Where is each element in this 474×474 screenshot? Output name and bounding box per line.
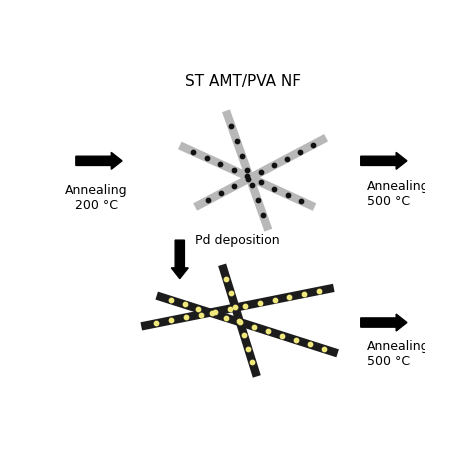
Point [211, 308, 219, 315]
Point [231, 303, 239, 310]
Point [309, 141, 317, 148]
FancyArrow shape [361, 314, 407, 331]
Point [228, 122, 235, 129]
Point [257, 179, 264, 186]
Point [256, 299, 264, 307]
FancyArrow shape [361, 152, 407, 169]
Point [167, 296, 174, 304]
Point [264, 328, 272, 335]
Point [152, 319, 160, 327]
Point [297, 197, 305, 205]
Point [197, 311, 204, 319]
Point [209, 310, 216, 317]
FancyArrow shape [171, 240, 188, 279]
Point [285, 293, 293, 301]
Point [230, 166, 237, 174]
Point [243, 167, 251, 174]
Point [167, 317, 175, 324]
Point [250, 323, 258, 330]
Point [254, 197, 262, 204]
Point [259, 211, 267, 219]
Point [236, 317, 243, 324]
Point [241, 302, 249, 310]
Point [283, 155, 291, 162]
Point [320, 345, 328, 353]
Point [203, 154, 210, 162]
Point [306, 341, 314, 348]
Point [227, 305, 234, 312]
Point [270, 185, 278, 192]
Point [237, 319, 244, 326]
Point [195, 305, 202, 313]
Point [233, 137, 240, 145]
Point [257, 169, 264, 176]
Point [249, 359, 256, 366]
Point [217, 160, 224, 168]
Text: Annealing
500 °C: Annealing 500 °C [367, 340, 429, 368]
Point [249, 182, 256, 189]
FancyArrow shape [76, 152, 122, 169]
Point [204, 196, 212, 204]
Point [244, 345, 252, 352]
Point [284, 191, 292, 199]
Point [271, 296, 278, 303]
Text: Annealing
500 °C: Annealing 500 °C [367, 180, 429, 208]
Point [218, 190, 225, 197]
Point [227, 289, 235, 296]
Text: Pd deposition: Pd deposition [195, 234, 280, 246]
Point [182, 314, 190, 321]
Point [292, 336, 300, 344]
Text: Annealing
200 °C: Annealing 200 °C [65, 184, 128, 212]
Point [301, 290, 308, 298]
Point [278, 332, 286, 339]
Point [315, 287, 323, 295]
Point [190, 148, 197, 155]
Point [240, 331, 247, 338]
Point [231, 182, 238, 190]
Point [238, 152, 246, 159]
Point [243, 173, 251, 180]
Point [223, 275, 230, 283]
Point [222, 314, 230, 321]
Point [270, 162, 277, 169]
Text: ST AMT/PVA NF: ST AMT/PVA NF [185, 74, 301, 89]
Point [244, 175, 251, 183]
Point [296, 148, 304, 155]
Point [181, 301, 188, 308]
